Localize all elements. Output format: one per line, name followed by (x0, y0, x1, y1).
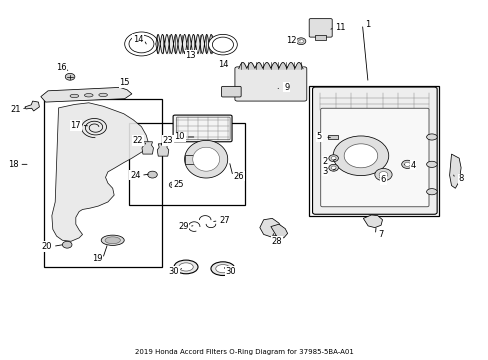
Text: 6: 6 (380, 175, 386, 184)
Ellipse shape (84, 94, 93, 97)
Polygon shape (52, 103, 148, 241)
Circle shape (330, 166, 335, 170)
Ellipse shape (426, 134, 436, 140)
FancyBboxPatch shape (312, 87, 436, 214)
Text: 9: 9 (284, 82, 289, 91)
Text: 29: 29 (178, 222, 188, 231)
Polygon shape (142, 142, 153, 154)
FancyBboxPatch shape (221, 86, 241, 97)
Text: 10: 10 (174, 132, 184, 141)
Circle shape (62, 241, 72, 248)
Text: 11: 11 (334, 23, 345, 32)
FancyBboxPatch shape (308, 19, 331, 37)
Polygon shape (192, 147, 219, 171)
Circle shape (328, 164, 338, 171)
Polygon shape (184, 155, 194, 164)
Text: 30: 30 (225, 266, 236, 275)
Circle shape (332, 136, 388, 176)
Circle shape (330, 157, 335, 160)
Ellipse shape (210, 262, 234, 275)
Ellipse shape (99, 93, 107, 96)
Circle shape (169, 182, 178, 188)
Circle shape (401, 160, 412, 168)
Circle shape (124, 32, 158, 56)
Text: 24: 24 (130, 171, 140, 180)
Circle shape (296, 38, 305, 45)
Polygon shape (184, 140, 227, 178)
FancyBboxPatch shape (314, 35, 326, 40)
Polygon shape (25, 101, 40, 111)
Text: 12: 12 (285, 36, 296, 45)
Circle shape (65, 73, 75, 80)
Text: 7: 7 (378, 230, 383, 239)
Polygon shape (259, 219, 281, 237)
Text: 23: 23 (162, 136, 173, 145)
Polygon shape (363, 215, 382, 228)
Text: 16: 16 (56, 63, 67, 72)
Ellipse shape (179, 263, 193, 271)
Text: 2: 2 (322, 157, 327, 166)
Circle shape (212, 37, 233, 52)
Text: 21: 21 (10, 105, 20, 114)
Polygon shape (448, 154, 460, 188)
Circle shape (171, 184, 175, 186)
Ellipse shape (215, 265, 230, 273)
Text: 14: 14 (217, 60, 228, 69)
FancyBboxPatch shape (320, 108, 428, 207)
Text: 26: 26 (233, 172, 244, 181)
Text: 8: 8 (457, 174, 463, 183)
FancyBboxPatch shape (173, 115, 232, 142)
Ellipse shape (174, 260, 198, 274)
Circle shape (129, 35, 154, 53)
Text: 1: 1 (365, 20, 370, 29)
Circle shape (374, 168, 391, 181)
Text: 15: 15 (119, 78, 130, 87)
Text: 27: 27 (219, 216, 229, 225)
Ellipse shape (101, 235, 124, 246)
Text: 20: 20 (42, 242, 52, 251)
Polygon shape (41, 87, 132, 102)
Ellipse shape (426, 161, 436, 167)
FancyBboxPatch shape (234, 67, 306, 101)
Circle shape (344, 144, 377, 168)
Circle shape (298, 40, 303, 43)
Polygon shape (157, 144, 168, 156)
Text: 5: 5 (316, 132, 321, 141)
Text: 3: 3 (322, 167, 327, 176)
Bar (44, 99, 162, 267)
Circle shape (328, 155, 338, 162)
Circle shape (147, 171, 157, 178)
Circle shape (404, 162, 409, 166)
Text: 14: 14 (133, 35, 143, 44)
Bar (308, 86, 438, 216)
Ellipse shape (70, 94, 79, 98)
Circle shape (378, 171, 387, 178)
Text: 17: 17 (70, 121, 81, 130)
FancyBboxPatch shape (327, 135, 338, 139)
Text: 4: 4 (410, 161, 415, 170)
Text: 19: 19 (91, 254, 102, 263)
Ellipse shape (105, 237, 120, 244)
Ellipse shape (426, 189, 436, 195)
Text: 28: 28 (271, 237, 282, 246)
Text: 25: 25 (173, 180, 183, 189)
Text: 18: 18 (8, 160, 19, 169)
Polygon shape (270, 224, 287, 238)
Circle shape (208, 34, 237, 55)
Text: 22: 22 (133, 136, 143, 145)
Text: 30: 30 (168, 266, 179, 275)
Text: 13: 13 (185, 51, 196, 60)
Bar (128, 123, 245, 205)
Text: 2019 Honda Accord Filters O-Ring Diagram for 37985-5BA-A01: 2019 Honda Accord Filters O-Ring Diagram… (135, 348, 353, 355)
